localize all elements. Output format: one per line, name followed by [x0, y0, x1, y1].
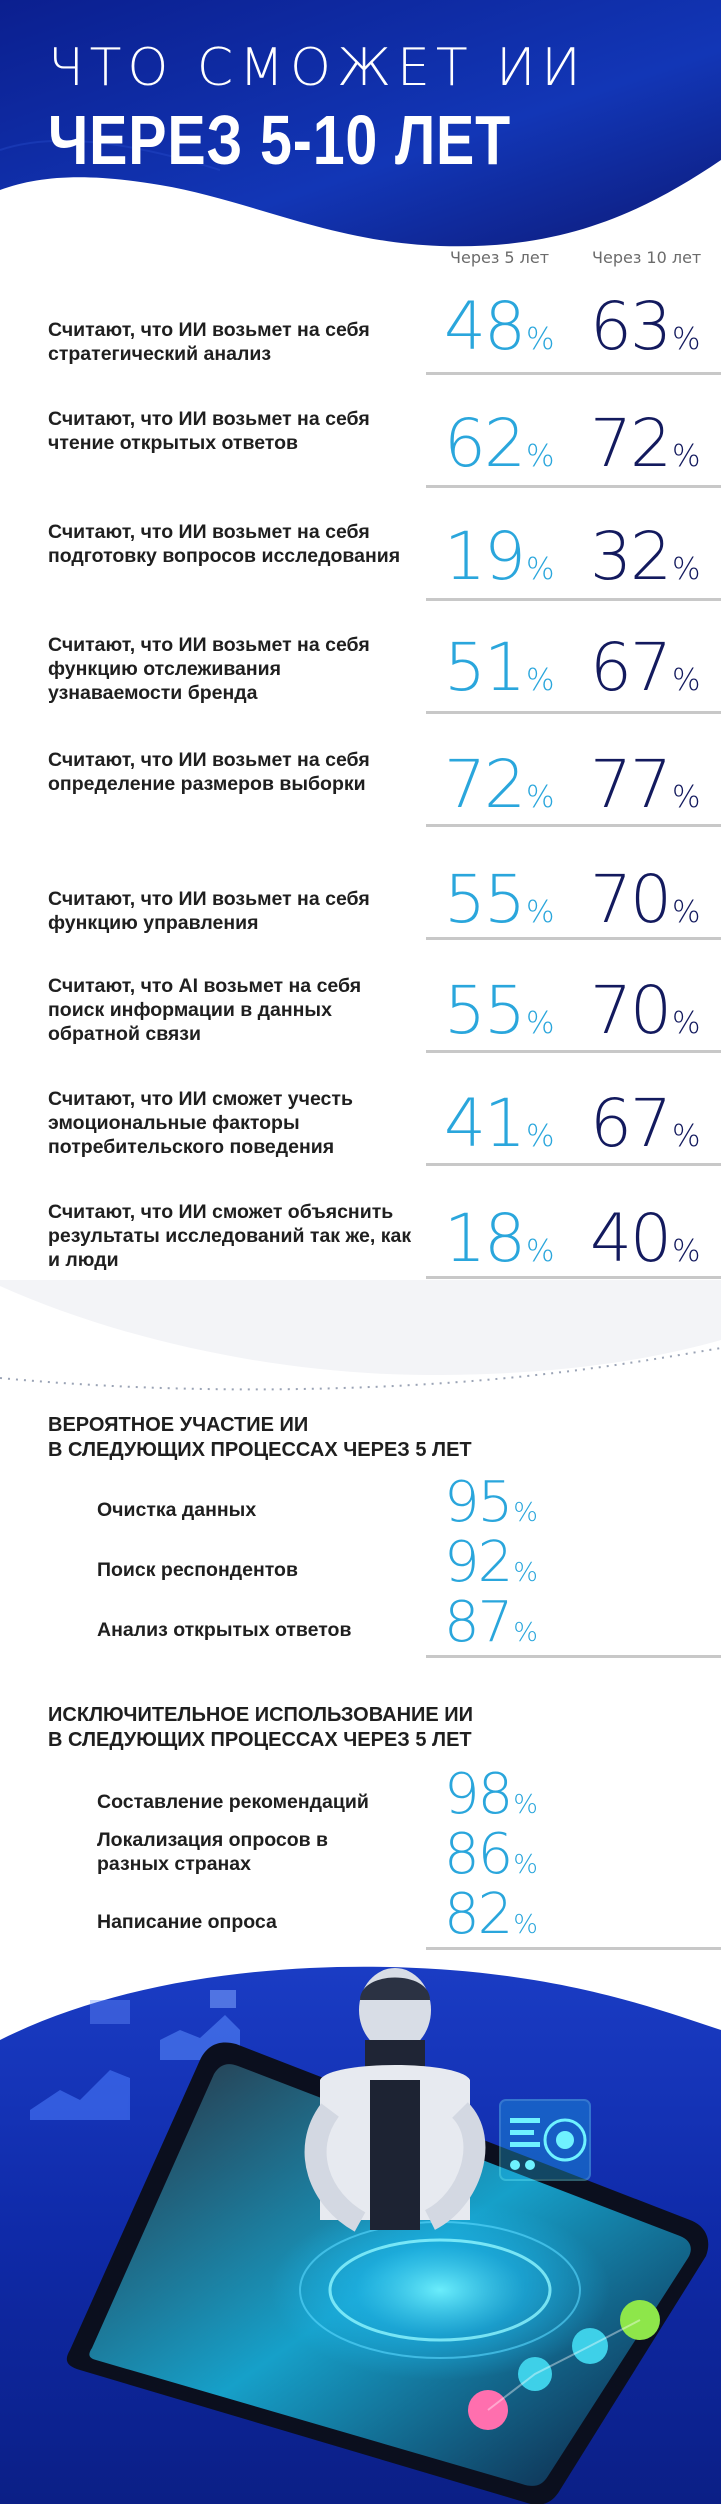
screen-bubble-cyan-2 — [518, 2357, 552, 2391]
section1-divider — [426, 1655, 721, 1658]
row-divider — [426, 372, 721, 375]
stat-value-10y: 67% — [590, 629, 701, 706]
hologram-glow — [270, 2200, 610, 2380]
stat-row: Считают, что ИИ возьмет на себя подготов… — [0, 488, 721, 601]
stat-value-5y: 72% — [444, 746, 555, 823]
stat-label: Считают, что ИИ возьмет на себя чтение о… — [48, 408, 370, 454]
stat-value-5y: 62% — [444, 405, 555, 482]
stat-value-5y: 51% — [444, 629, 555, 706]
stat-label: Считают, что ИИ возьмет на себя стратеги… — [48, 319, 370, 365]
column-header-10-years: Через 10 лет — [592, 248, 702, 267]
stat-value-5y: 18% — [444, 1200, 555, 1277]
screen-bubble-pink — [468, 2390, 508, 2430]
section1-title-line2: В СЛЕДУЮЩИХ ПРОЦЕССАХ ЧЕРЕЗ 5 ЛЕТ — [48, 1439, 472, 1461]
list-item-label: Очистка данных — [97, 1499, 257, 1521]
list-item: Анализ открытых ответов 87% — [0, 1590, 721, 1655]
stat-value-10y: 32% — [590, 518, 701, 595]
stat-value-10y: 77% — [590, 746, 701, 823]
stat-value-5y: 41% — [444, 1085, 555, 1162]
robot-smartphone-illustration — [0, 1966, 721, 2504]
stat-label: Считают, что AI возьмет на себя поиск ин… — [48, 975, 362, 1045]
stat-label: Считают, что ИИ возьмет на себя подготов… — [48, 521, 401, 567]
header-background — [0, 0, 721, 247]
column-header-5-years: Через 5 лет — [450, 248, 550, 267]
stat-value-10y: 70% — [590, 972, 701, 1049]
stat-value-10y: 63% — [590, 288, 701, 365]
robot-figure — [304, 1968, 486, 2232]
list-item-label: Поиск респондентов — [97, 1559, 298, 1581]
stat-row: Считают, что ИИ возьмет на себя чтение о… — [0, 375, 721, 488]
stat-row: Считают, что AI возьмет на себя поиск ин… — [0, 940, 721, 1053]
header-banner: ЧТО СМОЖЕТ ИИ ЧЕРЕЗ 5-10 ЛЕТ — [0, 0, 721, 260]
list-item-value: 98% — [444, 1762, 538, 1827]
list-item-value: 86% — [444, 1822, 538, 1887]
stat-row: Считают, что ИИ возьмет на себя стратеги… — [0, 262, 721, 375]
stat-value-5y: 55% — [444, 861, 555, 938]
section2-title-line2: В СЛЕДУЮЩИХ ПРОЦЕССАХ ЧЕРЕЗ 5 ЛЕТ — [48, 1729, 472, 1751]
row-divider — [426, 485, 721, 488]
row-divider — [426, 711, 721, 714]
stat-value-5y: 19% — [444, 518, 555, 595]
stat-label: Считают, что ИИ сможет объяснить результ… — [48, 1201, 412, 1271]
row-divider — [426, 598, 721, 601]
section1-title-line1: ВЕРОЯТНОЕ УЧАСТИЕ ИИ — [48, 1414, 309, 1436]
screen-bubble-cyan — [572, 2328, 608, 2364]
stat-row: Считают, что ИИ сможет учесть эмоциональ… — [0, 1053, 721, 1166]
page-title-line2: ЧЕРЕЗ 5-10 ЛЕТ — [48, 101, 512, 179]
list-item: Написание опроса 82% — [0, 1882, 721, 1947]
list-item: Составление рекомендаций 98% — [0, 1762, 721, 1827]
stat-label: Считают, что ИИ возьмет на себя функцию … — [48, 634, 370, 704]
section1-title: ВЕРОЯТНОЕ УЧАСТИЕ ИИ В СЛЕДУЮЩИХ ПРОЦЕСС… — [48, 1413, 668, 1463]
row-divider — [426, 1050, 721, 1053]
stat-value-5y: 48% — [444, 288, 555, 365]
row-divider — [426, 1276, 721, 1279]
list-item-value: 82% — [444, 1882, 538, 1947]
list-item-label: Анализ открытых ответов — [97, 1619, 352, 1641]
stat-row: Считают, что ИИ сможет объяснить результ… — [0, 1166, 721, 1279]
list-item-value: 92% — [444, 1530, 538, 1595]
stat-row: Считают, что ИИ возьмет на себя функцию … — [0, 601, 721, 714]
stat-label: Считают, что ИИ сможет учесть эмоциональ… — [48, 1088, 353, 1158]
stat-row: Считают, что ИИ возьмет на себя функцию … — [0, 827, 721, 940]
list-item: Локализация опросов в разных странах 86% — [0, 1822, 721, 1887]
screen-bubble-green — [620, 2300, 660, 2340]
list-item-value: 95% — [444, 1470, 538, 1535]
list-item-label: Написание опроса — [97, 1911, 277, 1933]
list-item-label: Локализация опросов в разных странах — [97, 1829, 329, 1875]
stat-value-10y: 72% — [590, 405, 701, 482]
section2-title: ИСКЛЮЧИТЕЛЬНОЕ ИСПОЛЬЗОВАНИЕ ИИ В СЛЕДУЮ… — [48, 1703, 668, 1753]
page-title-line1: ЧТО СМОЖЕТ ИИ — [48, 38, 587, 98]
hologram-panel — [499, 2099, 591, 2181]
list-item: Поиск респондентов 92% — [0, 1530, 721, 1595]
row-divider — [426, 1163, 721, 1166]
wave-divider — [0, 1280, 721, 1391]
stat-label: Считают, что ИИ возьмет на себя определе… — [48, 749, 370, 795]
stat-value-5y: 55% — [444, 972, 555, 1049]
row-divider — [426, 937, 721, 940]
stat-value-10y: 67% — [590, 1085, 701, 1162]
stat-label: Считают, что ИИ возьмет на себя функцию … — [48, 888, 370, 934]
stat-value-10y: 40% — [590, 1200, 701, 1277]
section2-divider — [426, 1947, 721, 1950]
list-item-label: Составление рекомендаций — [97, 1791, 369, 1813]
list-item: Очистка данных 95% — [0, 1470, 721, 1535]
list-item-value: 87% — [444, 1590, 538, 1655]
stat-row: Считают, что ИИ возьмет на себя определе… — [0, 714, 721, 827]
section2-title-line1: ИСКЛЮЧИТЕЛЬНОЕ ИСПОЛЬЗОВАНИЕ ИИ — [48, 1704, 474, 1726]
row-divider — [426, 824, 721, 827]
stat-value-10y: 70% — [590, 861, 701, 938]
